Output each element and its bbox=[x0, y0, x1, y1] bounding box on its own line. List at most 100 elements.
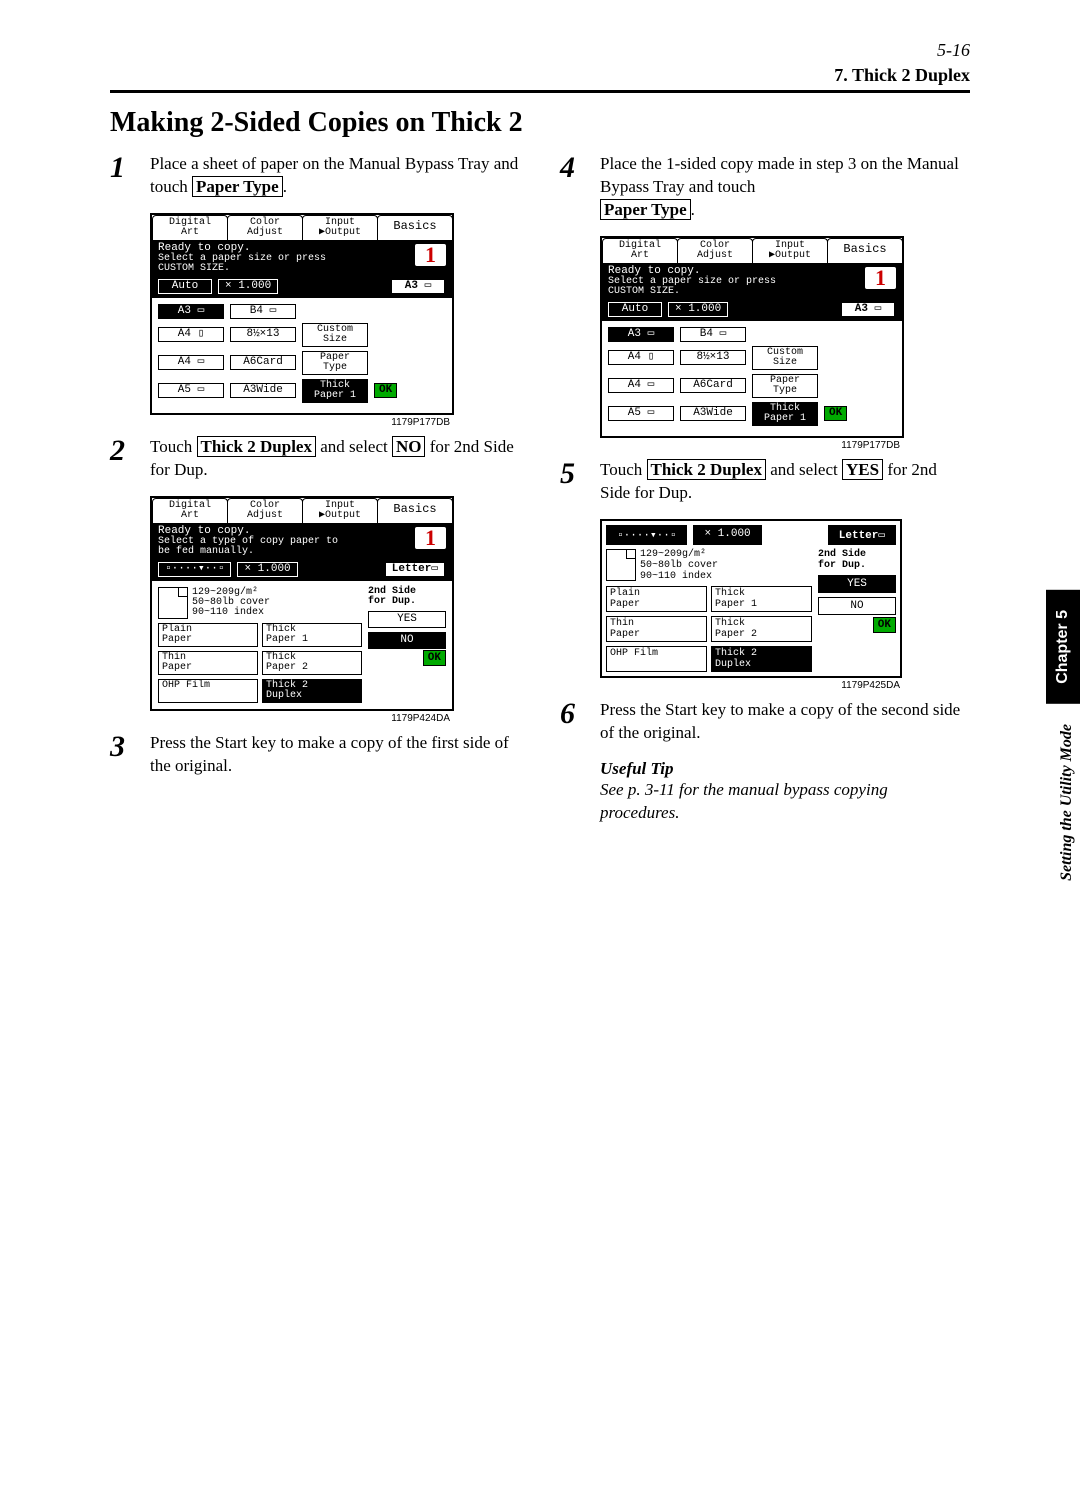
tab-input-output[interactable]: Input ▶Output bbox=[302, 498, 378, 523]
mode-label: Setting the Utility Mode bbox=[1050, 704, 1076, 901]
thick-paper-2-button[interactable]: Thick Paper 2 bbox=[711, 616, 812, 642]
ok-button[interactable]: OK bbox=[423, 650, 446, 666]
thick-2-duplex-button[interactable]: Thick 2 Duplex bbox=[711, 646, 812, 672]
size-a4p[interactable]: A4 ▯ bbox=[608, 350, 674, 365]
size-a3[interactable]: A3 ▭ bbox=[158, 304, 224, 319]
step-text: Press the Start key to make a copy of th… bbox=[150, 732, 520, 778]
size-a4l[interactable]: A4 ▭ bbox=[158, 355, 224, 370]
step-text: Touch Thick 2 Duplex and select NO for 2… bbox=[150, 436, 520, 482]
size-a3wide[interactable]: A3Wide bbox=[230, 383, 296, 398]
text: . bbox=[283, 177, 287, 196]
side-tab: Chapter 5 Setting the Utility Mode bbox=[1046, 590, 1080, 901]
screen-status-panel: Ready to copy. Select a paper size or pr… bbox=[602, 263, 902, 321]
zoom-button[interactable]: × 1.000 bbox=[668, 302, 728, 317]
a3-selected[interactable]: A3 ▭ bbox=[390, 278, 446, 295]
page-number: 5-16 bbox=[110, 40, 970, 61]
size-a6card[interactable]: A6Card bbox=[230, 355, 296, 370]
size-b4[interactable]: B4 ▭ bbox=[680, 327, 746, 342]
letter-selected[interactable]: Letter▭ bbox=[384, 561, 446, 578]
screen-tabs: Digital Art Color Adjust Input ▶Output B… bbox=[602, 238, 902, 263]
chapter-tab: Chapter 5 bbox=[1046, 590, 1080, 704]
text: Touch bbox=[150, 437, 197, 456]
yes-button[interactable]: YES bbox=[818, 575, 896, 593]
size-grid: A3 ▭ B4 ▭ A4 ▯ 8½×13 Custom Size A4 ▭ A6… bbox=[152, 298, 452, 413]
thick2duplex-ref: Thick 2 Duplex bbox=[197, 436, 316, 457]
letter-selected[interactable]: Letter▭ bbox=[828, 525, 896, 545]
plain-paper-button[interactable]: Plain Paper bbox=[606, 586, 707, 612]
size-a5[interactable]: A5 ▭ bbox=[158, 383, 224, 398]
zoom-button[interactable]: × 1.000 bbox=[693, 525, 761, 545]
thick-paper-indicator: Thick Paper 1 bbox=[752, 402, 818, 426]
size-8x13[interactable]: 8½×13 bbox=[680, 350, 746, 365]
size-a3wide[interactable]: A3Wide bbox=[680, 406, 746, 421]
tab-color-adjust[interactable]: Color Adjust bbox=[227, 498, 303, 523]
thin-paper-button[interactable]: Thin Paper bbox=[606, 616, 707, 642]
tab-digital-art[interactable]: Digital Art bbox=[152, 215, 228, 240]
page: 5-16 7. Thick 2 Duplex Making 2-Sided Co… bbox=[0, 0, 1080, 1485]
tab-basics[interactable]: Basics bbox=[377, 498, 453, 523]
screen-paper-size-2: Digital Art Color Adjust Input ▶Output B… bbox=[600, 236, 970, 451]
plain-paper-button[interactable]: Plain Paper bbox=[158, 623, 258, 647]
custom-size-button[interactable]: Custom Size bbox=[302, 323, 368, 347]
ok-button[interactable]: OK bbox=[873, 617, 896, 633]
tab-input-output[interactable]: Input ▶Output bbox=[752, 238, 828, 263]
step-2: 2 Touch Thick 2 Duplex and select NO for… bbox=[110, 436, 520, 482]
header-rule bbox=[110, 90, 970, 93]
tab-color-adjust[interactable]: Color Adjust bbox=[677, 238, 753, 263]
thick-paper-1-button[interactable]: Thick Paper 1 bbox=[262, 623, 362, 647]
text: and select bbox=[766, 460, 842, 479]
step-5: 5 Touch Thick 2 Duplex and select YES fo… bbox=[560, 459, 970, 505]
size-a3[interactable]: A3 ▭ bbox=[608, 327, 674, 342]
text: . bbox=[691, 200, 695, 219]
zoom-button[interactable]: × 1.000 bbox=[218, 279, 278, 294]
tab-color-adjust[interactable]: Color Adjust bbox=[227, 215, 303, 240]
custom-size-button[interactable]: Custom Size bbox=[752, 346, 818, 370]
second-side-label: 2nd Side for Dup. bbox=[818, 549, 896, 571]
thin-paper-button[interactable]: Thin Paper bbox=[158, 651, 258, 675]
paper-weight-info: 129~209g/m² 50~80lb cover 90~110 index bbox=[640, 549, 718, 582]
paper-type-button[interactable]: Paper Type bbox=[302, 351, 368, 375]
text: Touch bbox=[600, 460, 647, 479]
thick-paper-2-button[interactable]: Thick Paper 2 bbox=[262, 651, 362, 675]
thick-paper-1-button[interactable]: Thick Paper 1 bbox=[711, 586, 812, 612]
tab-input-output[interactable]: Input ▶Output bbox=[302, 215, 378, 240]
step-text: Place a sheet of paper on the Manual Byp… bbox=[150, 153, 520, 199]
image-id: 1179P177DB bbox=[150, 417, 450, 428]
step-3: 3 Press the Start key to make a copy of … bbox=[110, 732, 520, 778]
copier-screen: Digital Art Color Adjust Input ▶Output B… bbox=[150, 496, 454, 711]
ohp-film-button[interactable]: OHP Film bbox=[606, 646, 707, 672]
tab-digital-art[interactable]: Digital Art bbox=[602, 238, 678, 263]
copy-count: 1 bbox=[865, 267, 896, 289]
thick-2-duplex-button[interactable]: Thick 2 Duplex bbox=[262, 679, 362, 703]
image-id: 1179P425DA bbox=[600, 680, 900, 691]
a3-selected[interactable]: A3 ▭ bbox=[840, 301, 896, 318]
step-number: 1 bbox=[110, 153, 136, 199]
no-button[interactable]: NO bbox=[368, 632, 446, 649]
tab-basics[interactable]: Basics bbox=[827, 238, 903, 263]
paper-type-button[interactable]: Paper Type bbox=[752, 374, 818, 398]
auto-button[interactable]: Auto bbox=[608, 302, 662, 317]
ok-button[interactable]: OK bbox=[824, 406, 847, 421]
size-8x13[interactable]: 8½×13 bbox=[230, 327, 296, 342]
auto-button[interactable]: Auto bbox=[158, 279, 212, 294]
tab-basics[interactable]: Basics bbox=[377, 215, 453, 240]
size-a5[interactable]: A5 ▭ bbox=[608, 406, 674, 421]
type-panel: 129~209g/m² 50~80lb cover 90~110 index P… bbox=[152, 581, 452, 709]
zoom-button[interactable]: × 1.000 bbox=[237, 562, 297, 577]
size-a4l[interactable]: A4 ▭ bbox=[608, 378, 674, 393]
image-id: 1179P424DA bbox=[150, 713, 450, 724]
step-number: 3 bbox=[110, 732, 136, 778]
paper-icon bbox=[606, 549, 636, 581]
page-title: Making 2-Sided Copies on Thick 2 bbox=[110, 107, 970, 139]
size-a4p[interactable]: A4 ▯ bbox=[158, 327, 224, 342]
no-button[interactable]: NO bbox=[818, 597, 896, 615]
size-b4[interactable]: B4 ▭ bbox=[230, 304, 296, 319]
ok-button[interactable]: OK bbox=[374, 383, 397, 398]
thick-paper-indicator: Thick Paper 1 bbox=[302, 379, 368, 403]
text: Place the 1-sided copy made in step 3 on… bbox=[600, 154, 959, 196]
tab-digital-art[interactable]: Digital Art bbox=[152, 498, 228, 523]
paper-weight-info: 129~209g/m² 50~80lb cover 90~110 index bbox=[192, 588, 270, 618]
ohp-film-button[interactable]: OHP Film bbox=[158, 679, 258, 703]
size-a6card[interactable]: A6Card bbox=[680, 378, 746, 393]
yes-button[interactable]: YES bbox=[368, 611, 446, 628]
